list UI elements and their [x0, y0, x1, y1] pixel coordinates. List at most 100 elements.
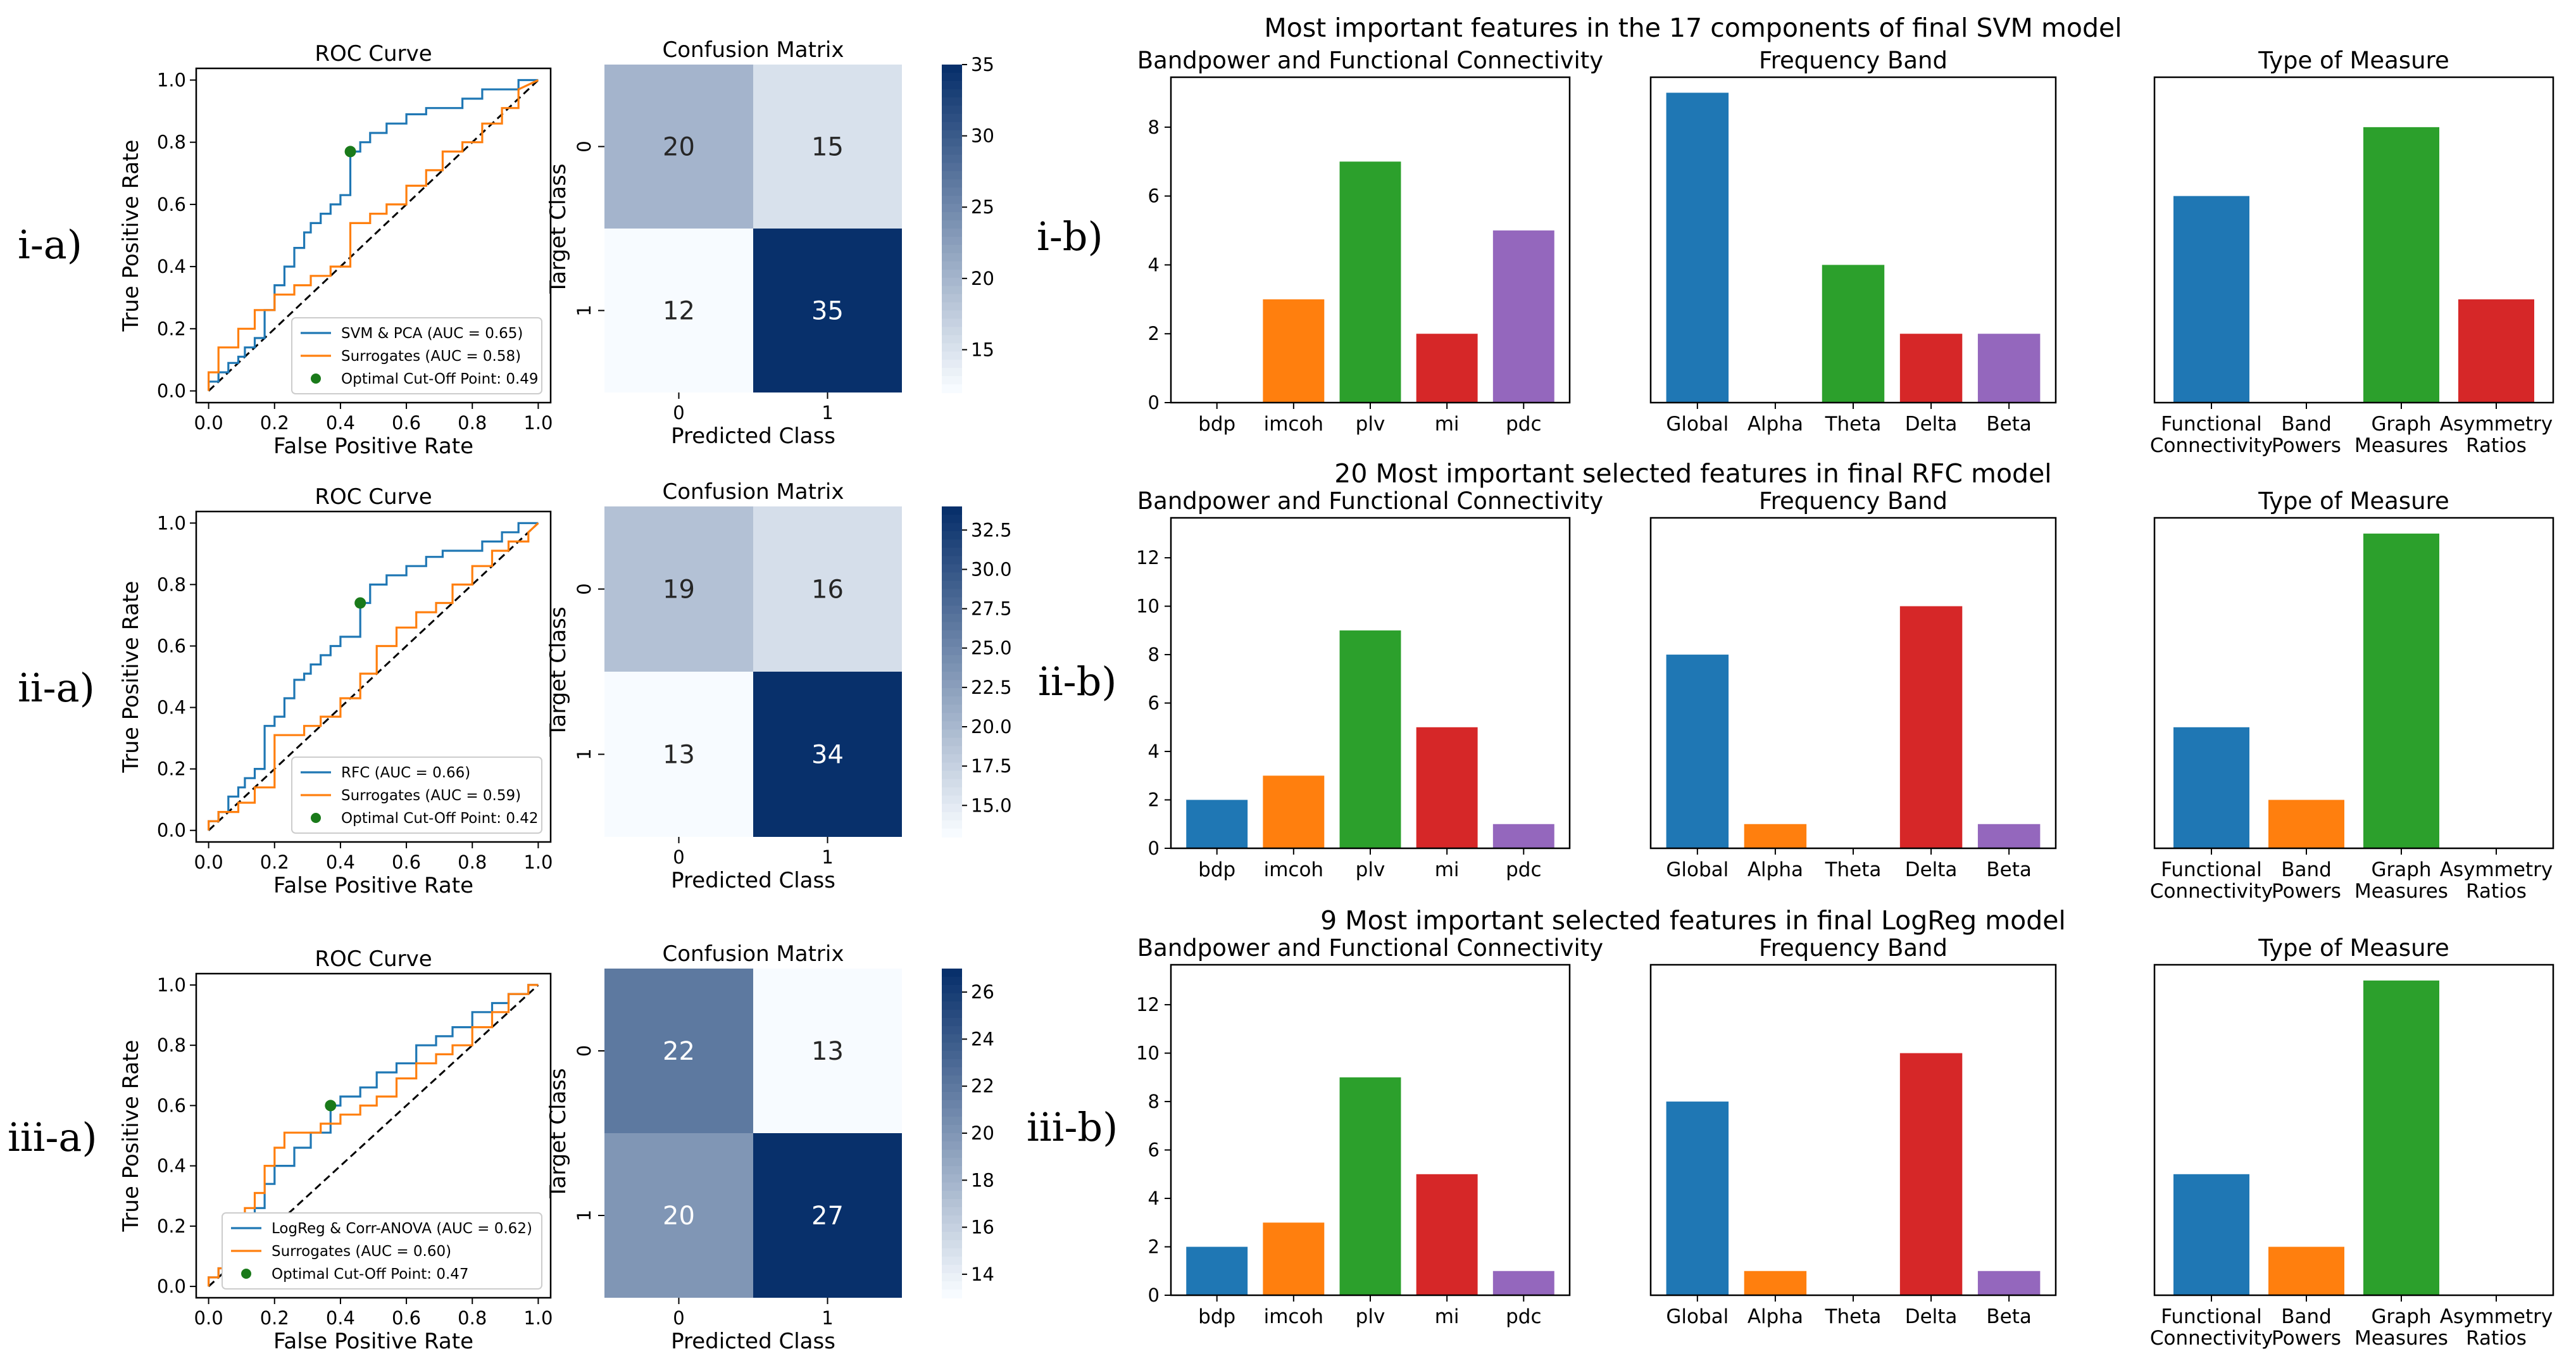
bar-y-tick-label: 4	[1148, 741, 1160, 762]
bar-category-label: Band	[2281, 413, 2332, 436]
colorbar-segment	[942, 122, 962, 131]
colorbar-segment	[942, 302, 962, 311]
x-tick-label: 0.2	[260, 412, 289, 434]
bar	[1263, 775, 1325, 848]
bar-subplot-0: Bandpower and Functional Connectivity bdp…	[1136, 487, 1603, 881]
bar-subplot-0: Bandpower and Functional Connectivity bdp…	[1137, 47, 1603, 436]
bar	[1977, 1271, 2041, 1295]
bar-category-label: Asymmetry	[2440, 1305, 2553, 1328]
colorbar-segment	[942, 171, 962, 180]
y-tick-label: 0.4	[157, 256, 186, 277]
bar	[1977, 824, 2041, 848]
colorbar-segment	[942, 1067, 962, 1076]
cm-y-axis-label: Target Class	[546, 163, 571, 294]
colorbar-segment	[942, 787, 962, 796]
bar-y-tick-label: 12	[1136, 994, 1160, 1015]
colorbar-segment	[942, 1092, 962, 1101]
cm-cell	[753, 65, 902, 229]
cm-cell-value: 16	[811, 575, 844, 605]
x-axis-label: False Positive Rate	[273, 1329, 473, 1354]
optimal-cutoff-point	[344, 146, 356, 158]
colorbar-segment	[942, 820, 962, 829]
bar-axes-frame	[2153, 76, 2554, 404]
bar-axes-frame	[2153, 517, 2554, 850]
bar-category-label: Alpha	[1748, 858, 1803, 881]
legend-entry: Optimal Cut-Off Point: 0.49	[341, 371, 539, 387]
row-suptitle: 9 Most important selected features in fi…	[1320, 905, 2066, 936]
bar-y-tick-label: 4	[1148, 254, 1160, 275]
subplot-title: Bandpower and Functional Connectivity	[1137, 934, 1603, 962]
colorbar-segment	[942, 1018, 962, 1027]
bar-category-label: Powers	[2272, 1327, 2341, 1350]
bar-category-label: Graph	[2371, 413, 2431, 436]
cm-cell	[604, 229, 753, 392]
subplot-title: Type of Measure	[2258, 934, 2449, 962]
bar	[2363, 127, 2439, 403]
bar-category-label: pdc	[1506, 413, 1541, 436]
cm-cell	[753, 229, 902, 392]
panel-label: ii-a)	[18, 665, 95, 711]
colorbar-segment	[942, 244, 962, 254]
bar	[1492, 230, 1554, 403]
colorbar-segment	[942, 696, 962, 706]
bar-y-tick-label: 6	[1148, 185, 1160, 207]
x-tick-label: 0.0	[194, 412, 223, 434]
bar-category-label: Ratios	[2466, 880, 2527, 903]
roc-title: ROC Curve	[315, 946, 432, 972]
bar	[1744, 824, 1807, 848]
y-tick-label: 1.0	[157, 974, 186, 996]
cm-cell	[753, 969, 902, 1133]
bar-y-tick-label: 0	[1148, 1284, 1160, 1306]
cm-y-tick-label: 1	[573, 748, 595, 760]
bar-y-tick-label: 12	[1136, 547, 1160, 568]
colorbar-segment	[942, 327, 962, 336]
legend-entry: Surrogates (AUC = 0.59)	[341, 788, 521, 804]
cm-x-axis-label: Predicted Class	[671, 1329, 835, 1354]
row-suptitle: 20 Most important selected features in f…	[1334, 458, 2051, 489]
x-tick-label: 0.2	[260, 1307, 289, 1329]
colorbar-segment	[942, 531, 962, 541]
colorbar-tick-label: 17.5	[971, 755, 1012, 777]
colorbar-segment	[942, 113, 962, 123]
colorbar-segment	[942, 556, 962, 565]
roc-chart-i-a-roc: ROC Curve 0.0 0.0 0.2 0.2 0.4 0.4 0.6 0.6 0.8 0.8 1…	[118, 41, 553, 459]
colorbar-tick-label: 32.5	[971, 519, 1012, 541]
legend-entry: Optimal Cut-Off Point: 0.47	[272, 1266, 469, 1283]
bar	[2268, 800, 2344, 848]
x-tick-label: 0.8	[458, 851, 487, 873]
x-tick-label: 0.4	[326, 851, 355, 873]
bar-category-label: Graph	[2371, 1305, 2431, 1328]
bar-category-label: mi	[1435, 858, 1460, 881]
colorbar-tick-label: 30.0	[971, 558, 1012, 580]
bar-y-tick-label: 2	[1148, 1236, 1160, 1258]
colorbar-segment	[942, 828, 962, 838]
colorbar-segment	[942, 597, 962, 606]
colorbar-segment	[942, 1141, 962, 1150]
bar-category-label: Measures	[2354, 434, 2448, 457]
colorbar-segment	[942, 163, 962, 172]
bar	[1899, 334, 1963, 403]
colorbar-segment	[942, 1224, 962, 1233]
cm-x-axis-label: Predicted Class	[671, 868, 835, 893]
bar	[1666, 655, 1729, 848]
bar-category-label: Asymmetry	[2440, 858, 2553, 881]
roc-title: ROC Curve	[315, 41, 432, 66]
y-tick-label: 0.2	[157, 1215, 186, 1237]
colorbar-segment	[942, 269, 962, 279]
cm-x-tick-label: 1	[822, 1307, 833, 1329]
panel-label: ii-b)	[1038, 658, 1116, 705]
cm-title: Confusion Matrix	[663, 37, 844, 63]
y-tick-label: 0.8	[157, 1034, 186, 1056]
colorbar-segment	[942, 360, 962, 369]
colorbar-tick-label: 24	[971, 1028, 994, 1050]
colorbar-tick-label: 15	[971, 339, 994, 360]
colorbar-segment	[942, 105, 962, 115]
colorbar-segment	[942, 1290, 962, 1298]
cm-x-tick-label: 0	[673, 1307, 684, 1329]
panel-label: i-a)	[18, 222, 82, 268]
colorbar-segment	[942, 1117, 962, 1126]
legend-swatch	[311, 374, 321, 384]
x-axis-label: False Positive Rate	[273, 434, 473, 459]
x-tick-label: 0.6	[392, 412, 421, 434]
